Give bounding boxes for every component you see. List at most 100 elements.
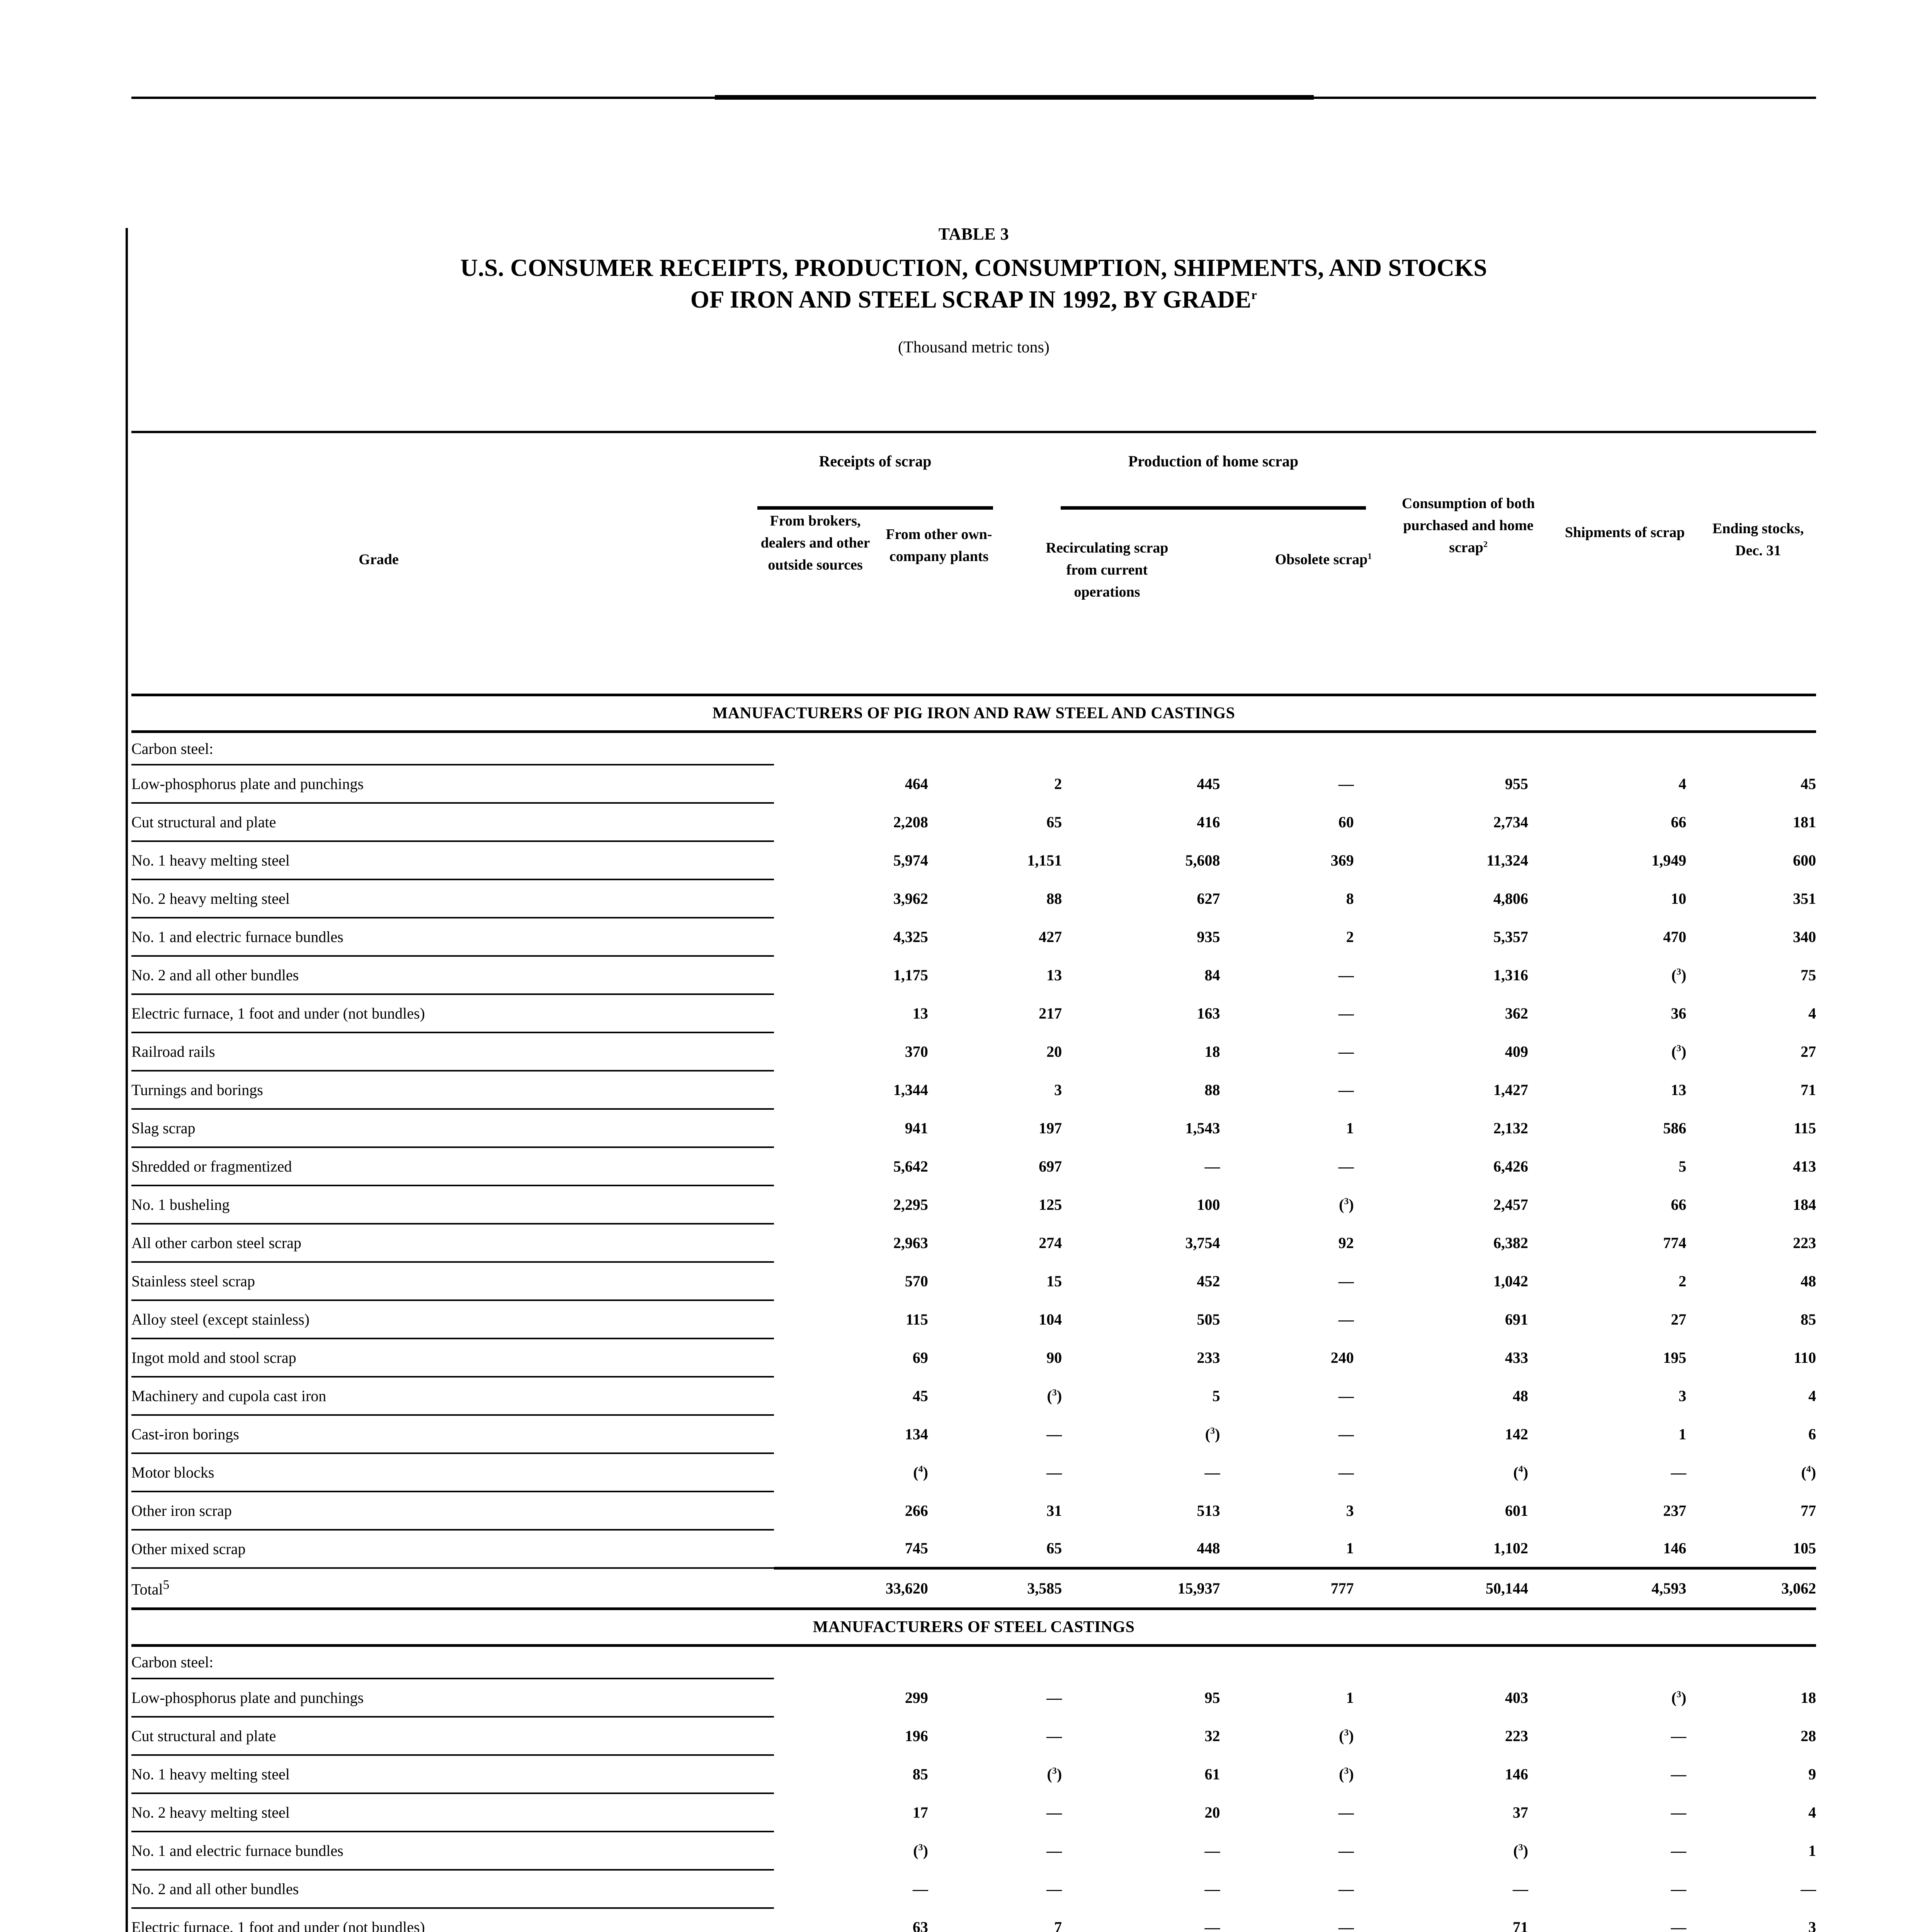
cell-value: 600: [1793, 852, 1816, 869]
cell-value: 505: [1197, 1311, 1220, 1328]
cell-value: 601: [1505, 1502, 1528, 1519]
cell-value: 69: [912, 1349, 928, 1366]
cell-value: 45: [912, 1387, 928, 1405]
group-label-spacer: [774, 732, 928, 765]
table-row: Cut structural and plate 2,208 65 416 60 2,73…: [131, 802, 1816, 841]
cell-value: 146: [1505, 1765, 1528, 1783]
column-header-consumption-superscript: 2: [1483, 539, 1488, 549]
cell-value: 88: [1046, 890, 1062, 907]
cell-value: —: [1338, 1842, 1354, 1859]
cell-value: 3: [1808, 1918, 1816, 1932]
cell-value: 9: [1808, 1765, 1816, 1783]
group-label-spacer: [1062, 1645, 1220, 1679]
cell-value: (3): [1339, 1765, 1354, 1783]
cell-value: 5,357: [1493, 928, 1528, 946]
cell-value: —: [1671, 1727, 1687, 1745]
cell-value: 181: [1793, 813, 1816, 831]
total-value: 3,585: [928, 1566, 1062, 1609]
cell-value: 697: [1039, 1158, 1062, 1175]
cell-value: —: [1338, 1272, 1354, 1290]
cell-value: 3: [1054, 1081, 1062, 1099]
table-title: U.S. CONSUMER RECEIPTS, PRODUCTION, CONS…: [131, 252, 1816, 316]
cell-value: 4: [1808, 1005, 1816, 1022]
cell-value: 66: [1671, 813, 1687, 831]
cell-value: 513: [1197, 1502, 1220, 1519]
row-label: Other mixed scrap: [131, 1529, 774, 1568]
cell-value: 7: [1054, 1918, 1062, 1932]
cell-value: 17: [912, 1803, 928, 1821]
cell-value: 5: [1679, 1158, 1687, 1175]
group-label-spacer: [1528, 732, 1686, 765]
column-header-consumption: Consumption of both purchased and home s…: [1395, 493, 1542, 559]
group-header-production: Production of home scrap: [1128, 452, 1299, 470]
column-header-grade: Grade: [359, 551, 399, 568]
cell-value: 745: [905, 1539, 928, 1557]
cell-value: 233: [1197, 1349, 1220, 1366]
cell-value: 85: [1801, 1311, 1816, 1328]
cell-value: 1: [1346, 1539, 1354, 1557]
cell-value: 223: [1505, 1727, 1528, 1745]
page-top-rule-accent: [715, 95, 1314, 100]
cell-value: —: [1046, 1464, 1062, 1481]
cell-value: 1: [1346, 1689, 1354, 1706]
cell-value: 4,325: [893, 928, 928, 946]
cell-value: 5,974: [893, 852, 928, 869]
group-label-spacer: [1220, 1645, 1354, 1679]
cell-value: 570: [905, 1272, 928, 1290]
cell-value: 28: [1801, 1727, 1816, 1745]
cell-value: 20: [1204, 1803, 1220, 1821]
group-label: Carbon steel:: [131, 1653, 214, 1671]
table-row: No. 2 and all other bundles — — — — — — —: [131, 1869, 1816, 1908]
cell-value: 1,427: [1493, 1081, 1528, 1099]
cell-value: 13: [1046, 966, 1062, 984]
cell-value: 2,963: [893, 1234, 928, 1252]
cell-value: —: [1801, 1880, 1816, 1898]
cell-value: 223: [1793, 1234, 1816, 1252]
table-row: No. 2 heavy melting steel 3,962 88 627 8 4,80…: [131, 879, 1816, 918]
cell-value: (4): [913, 1464, 928, 1481]
cell-value: 413: [1793, 1158, 1816, 1175]
cell-value: 627: [1197, 890, 1220, 907]
table-row: Shredded or fragmentized 5,642 697 — — 6,426 5…: [131, 1146, 1816, 1185]
table-row: No. 1 and electric furnace bundles 4,325 4…: [131, 917, 1816, 956]
cell-value: 403: [1505, 1689, 1528, 1706]
cell-value: 237: [1663, 1502, 1687, 1519]
cell-value: 48: [1512, 1387, 1528, 1405]
cell-value: 6: [1808, 1425, 1816, 1443]
row-label: Low-phosphorus plate and punchings: [131, 1677, 774, 1717]
table-row: No. 1 heavy melting steel 85 (3) 61 (3) 146 — 9: [131, 1754, 1816, 1793]
cell-value: (3): [1671, 966, 1687, 984]
row-label: No. 1 heavy melting steel: [131, 1754, 774, 1793]
cell-value: —: [1204, 1158, 1220, 1175]
cell-value: 100: [1197, 1196, 1220, 1213]
cell-value: 134: [905, 1425, 928, 1443]
cell-value: —: [1338, 1005, 1354, 1022]
table-row: No. 1 busheling 2,295 125 100 (3) 2,457 66 184: [131, 1185, 1816, 1224]
total-value: 777: [1220, 1566, 1354, 1609]
group-label-spacer: [1062, 732, 1220, 765]
table-row: No. 2 heavy melting steel 17 — 20 — 37 — 4: [131, 1792, 1816, 1832]
table-row: Other iron scrap 266 31 513 3 601 237 77: [131, 1491, 1816, 1530]
cell-value: 66: [1671, 1196, 1687, 1213]
cell-value: —: [1204, 1880, 1220, 1898]
cell-value: 36: [1671, 1005, 1687, 1022]
cell-value: 464: [905, 775, 928, 793]
cell-value: —: [1338, 1918, 1354, 1932]
cell-value: 1,102: [1493, 1539, 1528, 1557]
cell-value: 299: [905, 1689, 928, 1706]
column-header-ending-stocks: Ending stocks, Dec. 31: [1712, 520, 1804, 559]
cell-value: 416: [1197, 813, 1220, 831]
cell-value: 125: [1039, 1196, 1062, 1213]
cell-value: —: [1338, 966, 1354, 984]
cell-value: 110: [1794, 1349, 1816, 1366]
group-label-spacer: [928, 732, 1062, 765]
row-label: Cast-iron borings: [131, 1414, 774, 1453]
cell-value: —: [1671, 1803, 1687, 1821]
cell-value: (3): [1047, 1387, 1062, 1405]
column-header-brokers: From brokers, dealers and other outside …: [760, 513, 870, 573]
group-header-receipts: Receipts of scrap: [819, 452, 932, 470]
cell-value: 5,608: [1185, 852, 1220, 869]
cell-value: —: [1338, 1311, 1354, 1328]
cell-value: 8: [1346, 890, 1354, 907]
header-top-rule: [131, 431, 1816, 433]
